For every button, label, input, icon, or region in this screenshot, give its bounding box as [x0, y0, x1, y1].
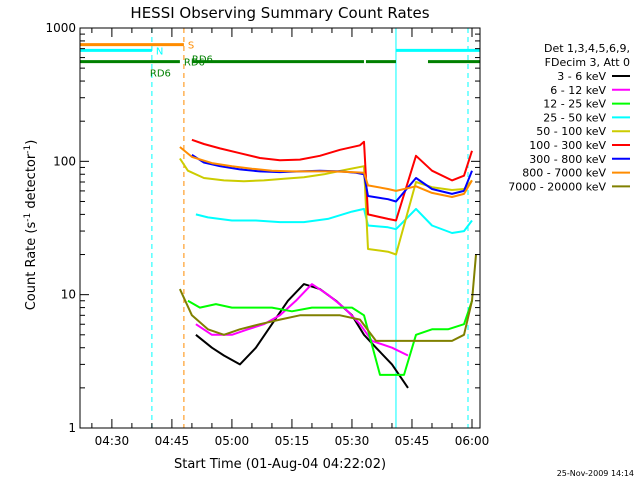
- series-line-1: [195, 283, 409, 357]
- legend-label-0: 3 - 6 keV: [557, 70, 606, 83]
- x-tick-label-6: 06:00: [455, 434, 490, 448]
- state-bar-label-n: N: [156, 46, 163, 57]
- legend-label-2: 12 - 25 keV: [543, 98, 606, 111]
- y-tick-label-0: 1: [68, 421, 76, 435]
- rd-label-0: RD6: [150, 68, 171, 79]
- y-tick-label-2: 100: [53, 154, 76, 168]
- state-bar-label-s: S: [188, 41, 194, 52]
- legend-label-3: 25 - 50 keV: [543, 111, 606, 124]
- date-stamp: 25-Nov-2009 14:14: [557, 469, 634, 478]
- legend-header-line-1: Det 1,3,4,5,6,9,: [544, 42, 630, 55]
- series-line-6: [191, 153, 473, 203]
- legend-header-line-2: FDecim 3, Att 0: [545, 56, 630, 69]
- x-tick-label-5: 05:45: [395, 434, 430, 448]
- series-line-4: [179, 157, 473, 256]
- y-label-sup1: -1: [23, 213, 33, 222]
- y-label-main: Count Rate (s: [24, 222, 39, 311]
- legend-label-4: 50 - 100 keV: [536, 125, 606, 138]
- series-line-2: [187, 299, 473, 376]
- plot-frame: [79, 27, 481, 429]
- y-label-sup2: -1: [23, 145, 33, 154]
- legend-label-8: 7000 - 20000 keV: [508, 180, 606, 193]
- legend-label-7: 800 - 7000 keV: [522, 167, 606, 180]
- y-label-end: ): [24, 140, 39, 145]
- x-axis-label: Start Time (01-Aug-04 04:22:02): [174, 457, 386, 472]
- y-label-mid: detector: [24, 153, 39, 213]
- series-line-3: [195, 207, 473, 234]
- y-tick-label-3: 1000: [45, 21, 76, 35]
- x-tick-label-2: 05:00: [215, 434, 250, 448]
- series-line-7: [179, 146, 473, 198]
- x-tick-label-4: 05:30: [335, 434, 370, 448]
- x-tick-label-3: 05:15: [275, 434, 310, 448]
- y-tick-label-1: 10: [61, 288, 76, 302]
- series-line-0: [195, 283, 409, 389]
- chart-title: HESSI Observing Summary Count Rates: [130, 4, 429, 22]
- y-axis-label: Count Rate (s-1 detector-1): [23, 140, 39, 311]
- state-bar-label-rd6: RD6: [184, 58, 205, 69]
- legend-label-6: 300 - 800 keV: [529, 153, 606, 166]
- x-tick-label-1: 04:45: [155, 434, 190, 448]
- x-tick-label-0: 04:30: [95, 434, 130, 448]
- series-line-5: [191, 138, 473, 222]
- rd-label-1: RD6: [192, 55, 213, 66]
- series-line-8: [178, 254, 477, 342]
- legend-label-1: 6 - 12 keV: [550, 84, 606, 97]
- legend-label-5: 100 - 300 keV: [529, 139, 606, 152]
